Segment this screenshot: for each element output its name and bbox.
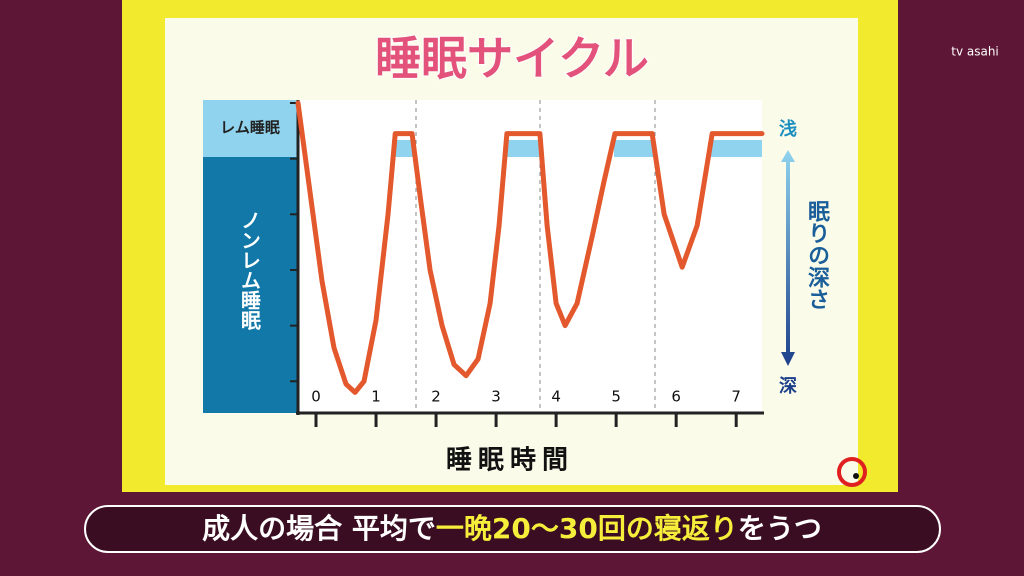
x-axis-label: 睡眠時間 [446,446,574,476]
icon-dot [853,473,859,479]
rem-band [710,140,762,157]
rem-label: レム睡眠 [220,119,280,137]
x-tick-label: 5 [611,388,621,406]
logo: tv asahi [951,45,999,59]
caption-box [84,505,941,553]
rem-band [392,140,416,157]
x-tick-label: 1 [371,388,381,406]
rem-band [506,140,542,157]
chart-title: 睡眠サイクル [375,32,649,86]
caption-text: 成人の場合 平均で [202,512,436,545]
rem-band [614,140,655,157]
rem-bands [392,140,762,157]
nonrem-label: ノンレム睡眠 [238,210,262,331]
x-tick-label: 0 [311,388,321,406]
depth-arrow [781,150,795,366]
line [295,100,765,395]
rem-region [203,100,298,157]
x-tick-label: 2 [431,388,441,406]
depth-bottom: 深 [779,375,797,397]
caption: 成人の場合 平均で一晩20～30回の寝返りをうつ [202,512,822,545]
x-tick-label: 7 [731,388,741,406]
nonrem-region [203,157,298,413]
depth-title: 眠りの深さ [804,200,830,310]
icon [837,457,867,487]
caption-highlight: 一晩20～30回の寝返り [436,512,738,545]
x-tick-label: 3 [491,388,501,406]
x-tick-label: 6 [671,388,681,406]
caption-text: をうつ [738,512,822,545]
x-tick-label: 4 [551,388,561,406]
depth-top: 浅 [779,118,797,140]
